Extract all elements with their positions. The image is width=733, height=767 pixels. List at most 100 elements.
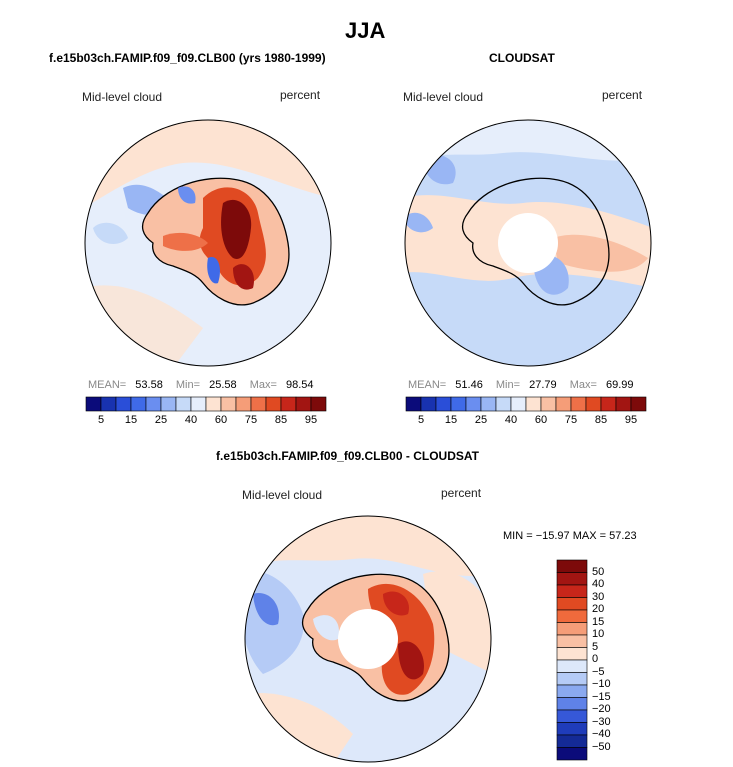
panel2-colorbar-tick-label: 40 bbox=[504, 414, 518, 426]
panel3-colorbar-swatch bbox=[556, 597, 588, 611]
panel2-mean-value: 51.46 bbox=[455, 379, 483, 391]
panel1-colorbar-tick-label: 60 bbox=[214, 414, 228, 426]
panel2-colorbar-swatch bbox=[570, 396, 587, 412]
panel1-max-label: Max= bbox=[249, 379, 277, 391]
panel1-colorbar-tick-label: 85 bbox=[274, 414, 288, 426]
panel1-colorbar-swatch bbox=[250, 396, 267, 412]
panel1-colorbar-swatch bbox=[310, 396, 327, 412]
panel3-colorbar-swatch bbox=[556, 572, 588, 586]
panel3-colorbar-tick-label: −5 bbox=[592, 665, 605, 678]
figure-title: JJA bbox=[345, 18, 386, 43]
panel3-units-label: percent bbox=[441, 486, 482, 500]
panel2-colorbar-swatch bbox=[630, 396, 647, 412]
panel1-colorbar-tick-label: 95 bbox=[304, 414, 318, 426]
panel1-colorbar bbox=[85, 396, 327, 412]
panel3-colorbar-swatch bbox=[556, 559, 588, 573]
panel2-colorbar-swatch bbox=[450, 396, 467, 412]
panel3-colorbar-swatch bbox=[556, 622, 588, 636]
panel1-min-label: Min= bbox=[175, 379, 201, 391]
panel2-colorbar-swatch bbox=[555, 396, 572, 412]
panel1-title: f.e15b03ch.FAMIP.f09_f09.CLB00 (yrs 1980… bbox=[49, 51, 326, 65]
panel1-colorbar-tick-label: 75 bbox=[244, 414, 258, 426]
panel2-title: CLOUDSAT bbox=[489, 51, 555, 65]
panel3-title: f.e15b03ch.FAMIP.f09_f09.CLB00 - CLOUDSA… bbox=[216, 449, 479, 463]
panel2-colorbar-tick-label: 85 bbox=[594, 414, 608, 426]
panel2-colorbar-swatch bbox=[435, 396, 452, 412]
panel3-colorbar-tick-label: 15 bbox=[592, 615, 605, 628]
panel1-colorbar-swatch bbox=[265, 396, 282, 412]
panel1-colorbar-swatch bbox=[235, 396, 252, 412]
panel3-colorbar-ticks: 50 40 30 20 15 10 5 0 −5 −10 −15 −20 −30 −40 −50 bbox=[592, 560, 632, 760]
panel2-min-label: Min= bbox=[495, 379, 521, 391]
panel3-colorbar-tick-label: −30 bbox=[592, 715, 611, 728]
panel3-colorbar-tick-label: −50 bbox=[592, 740, 611, 753]
panel3-colorbar-tick-label: 0 bbox=[592, 653, 599, 665]
panel3-map bbox=[244, 515, 492, 763]
panel3-colorbar-swatch bbox=[556, 709, 588, 723]
panel1-max-value: 98.54 bbox=[285, 379, 314, 391]
panel3-colorbar-tick-label: 10 bbox=[592, 628, 605, 640]
panel2-max-value: 69.99 bbox=[605, 379, 634, 391]
panel3-colorbar-tick-label: −40 bbox=[592, 728, 611, 740]
panel2-colorbar-swatch bbox=[465, 396, 482, 412]
panel1-colorbar-tick-label: 25 bbox=[154, 414, 168, 426]
panel3-colorbar-tick-label: 50 bbox=[592, 565, 605, 578]
panel1-colorbar-tick-label: 40 bbox=[184, 414, 198, 426]
panel3-colorbar-tick-label: −10 bbox=[592, 678, 611, 690]
panel3-colorbar-tick-label: 5 bbox=[592, 640, 599, 653]
panel3-colorbar-swatch bbox=[556, 684, 588, 698]
panel1-colorbar-swatch bbox=[115, 396, 132, 412]
panel2-colorbar-swatch bbox=[600, 396, 617, 412]
panel3-colorbar-tick-label: 30 bbox=[592, 590, 605, 603]
panel2-colorbar bbox=[405, 396, 647, 412]
panel2-colorbar-swatch bbox=[480, 396, 497, 412]
panel1-units-label: percent bbox=[280, 88, 321, 102]
panel3-colorbar-tick-label: 20 bbox=[592, 603, 605, 615]
panel3-colorbar-swatch bbox=[556, 722, 588, 736]
panel2-colorbar-tick-label: 25 bbox=[474, 414, 488, 426]
panel3-colorbar bbox=[556, 559, 588, 761]
panel1-variable-label: Mid-level cloud bbox=[82, 90, 163, 104]
panel3-variable-label: Mid-level cloud bbox=[242, 488, 323, 502]
panel3-colorbar-swatch bbox=[556, 647, 588, 661]
panel2-colorbar-swatch bbox=[420, 396, 437, 412]
panel2-mean-label: MEAN= bbox=[408, 379, 447, 391]
panel2-colorbar-swatch bbox=[585, 396, 602, 412]
panel1-map bbox=[84, 119, 332, 367]
panel2-colorbar-tick-label: 5 bbox=[417, 414, 425, 426]
panel3-colorbar-swatch bbox=[556, 734, 588, 748]
panel1-colorbar-swatch bbox=[130, 396, 147, 412]
panel3-colorbar-swatch bbox=[556, 672, 588, 686]
panel2-stats: MEAN= 51.46 Min= 27.79 Max= 69.99 bbox=[408, 379, 634, 391]
panel1-colorbar-swatch bbox=[220, 396, 237, 412]
panel2-colorbar-swatch bbox=[510, 396, 527, 412]
panel2-max-label: Max= bbox=[569, 379, 597, 391]
panel3-colorbar-swatch bbox=[556, 659, 588, 673]
panel2-colorbar-swatch bbox=[405, 396, 422, 412]
panel3-colorbar-tick-label: −20 bbox=[592, 703, 611, 715]
panel1-colorbar-swatch bbox=[160, 396, 177, 412]
panel1-colorbar-swatch bbox=[145, 396, 162, 412]
panel2-min-value: 27.79 bbox=[529, 379, 557, 391]
panel2-colorbar-swatch bbox=[615, 396, 632, 412]
panel2-colorbar-ticks: 5 15 25 40 60 75 85 95 bbox=[406, 414, 646, 428]
panel3-colorbar-swatch bbox=[556, 747, 588, 761]
panel2-colorbar-swatch bbox=[525, 396, 542, 412]
panel1-stats: MEAN= 53.58 Min= 25.58 Max= 98.54 bbox=[88, 379, 314, 391]
panel1-colorbar-swatch bbox=[100, 396, 117, 412]
panel3-minmax: MIN = −15.97 MAX = 57.23 bbox=[503, 530, 637, 542]
panel3-colorbar-swatch bbox=[556, 634, 588, 648]
panel1-colorbar-swatch bbox=[280, 396, 297, 412]
panel3-colorbar-tick-label: −15 bbox=[592, 690, 611, 703]
panel2-colorbar-tick-label: 60 bbox=[534, 414, 548, 426]
panel1-mean-value: 53.58 bbox=[135, 379, 163, 391]
panel1-mean-label: MEAN= bbox=[88, 379, 127, 391]
panel3-colorbar-tick-label: 40 bbox=[592, 578, 605, 590]
panel1-colorbar-swatch bbox=[175, 396, 192, 412]
panel1-colorbar-ticks: 5 15 25 40 60 75 85 95 bbox=[86, 414, 326, 428]
panel2-colorbar-tick-label: 95 bbox=[624, 414, 638, 426]
panel2-colorbar-tick-label: 15 bbox=[444, 414, 458, 426]
panel1-colorbar-tick-label: 15 bbox=[124, 414, 138, 426]
panel1-colorbar-swatch bbox=[190, 396, 207, 412]
panel1-colorbar-swatch bbox=[205, 396, 222, 412]
